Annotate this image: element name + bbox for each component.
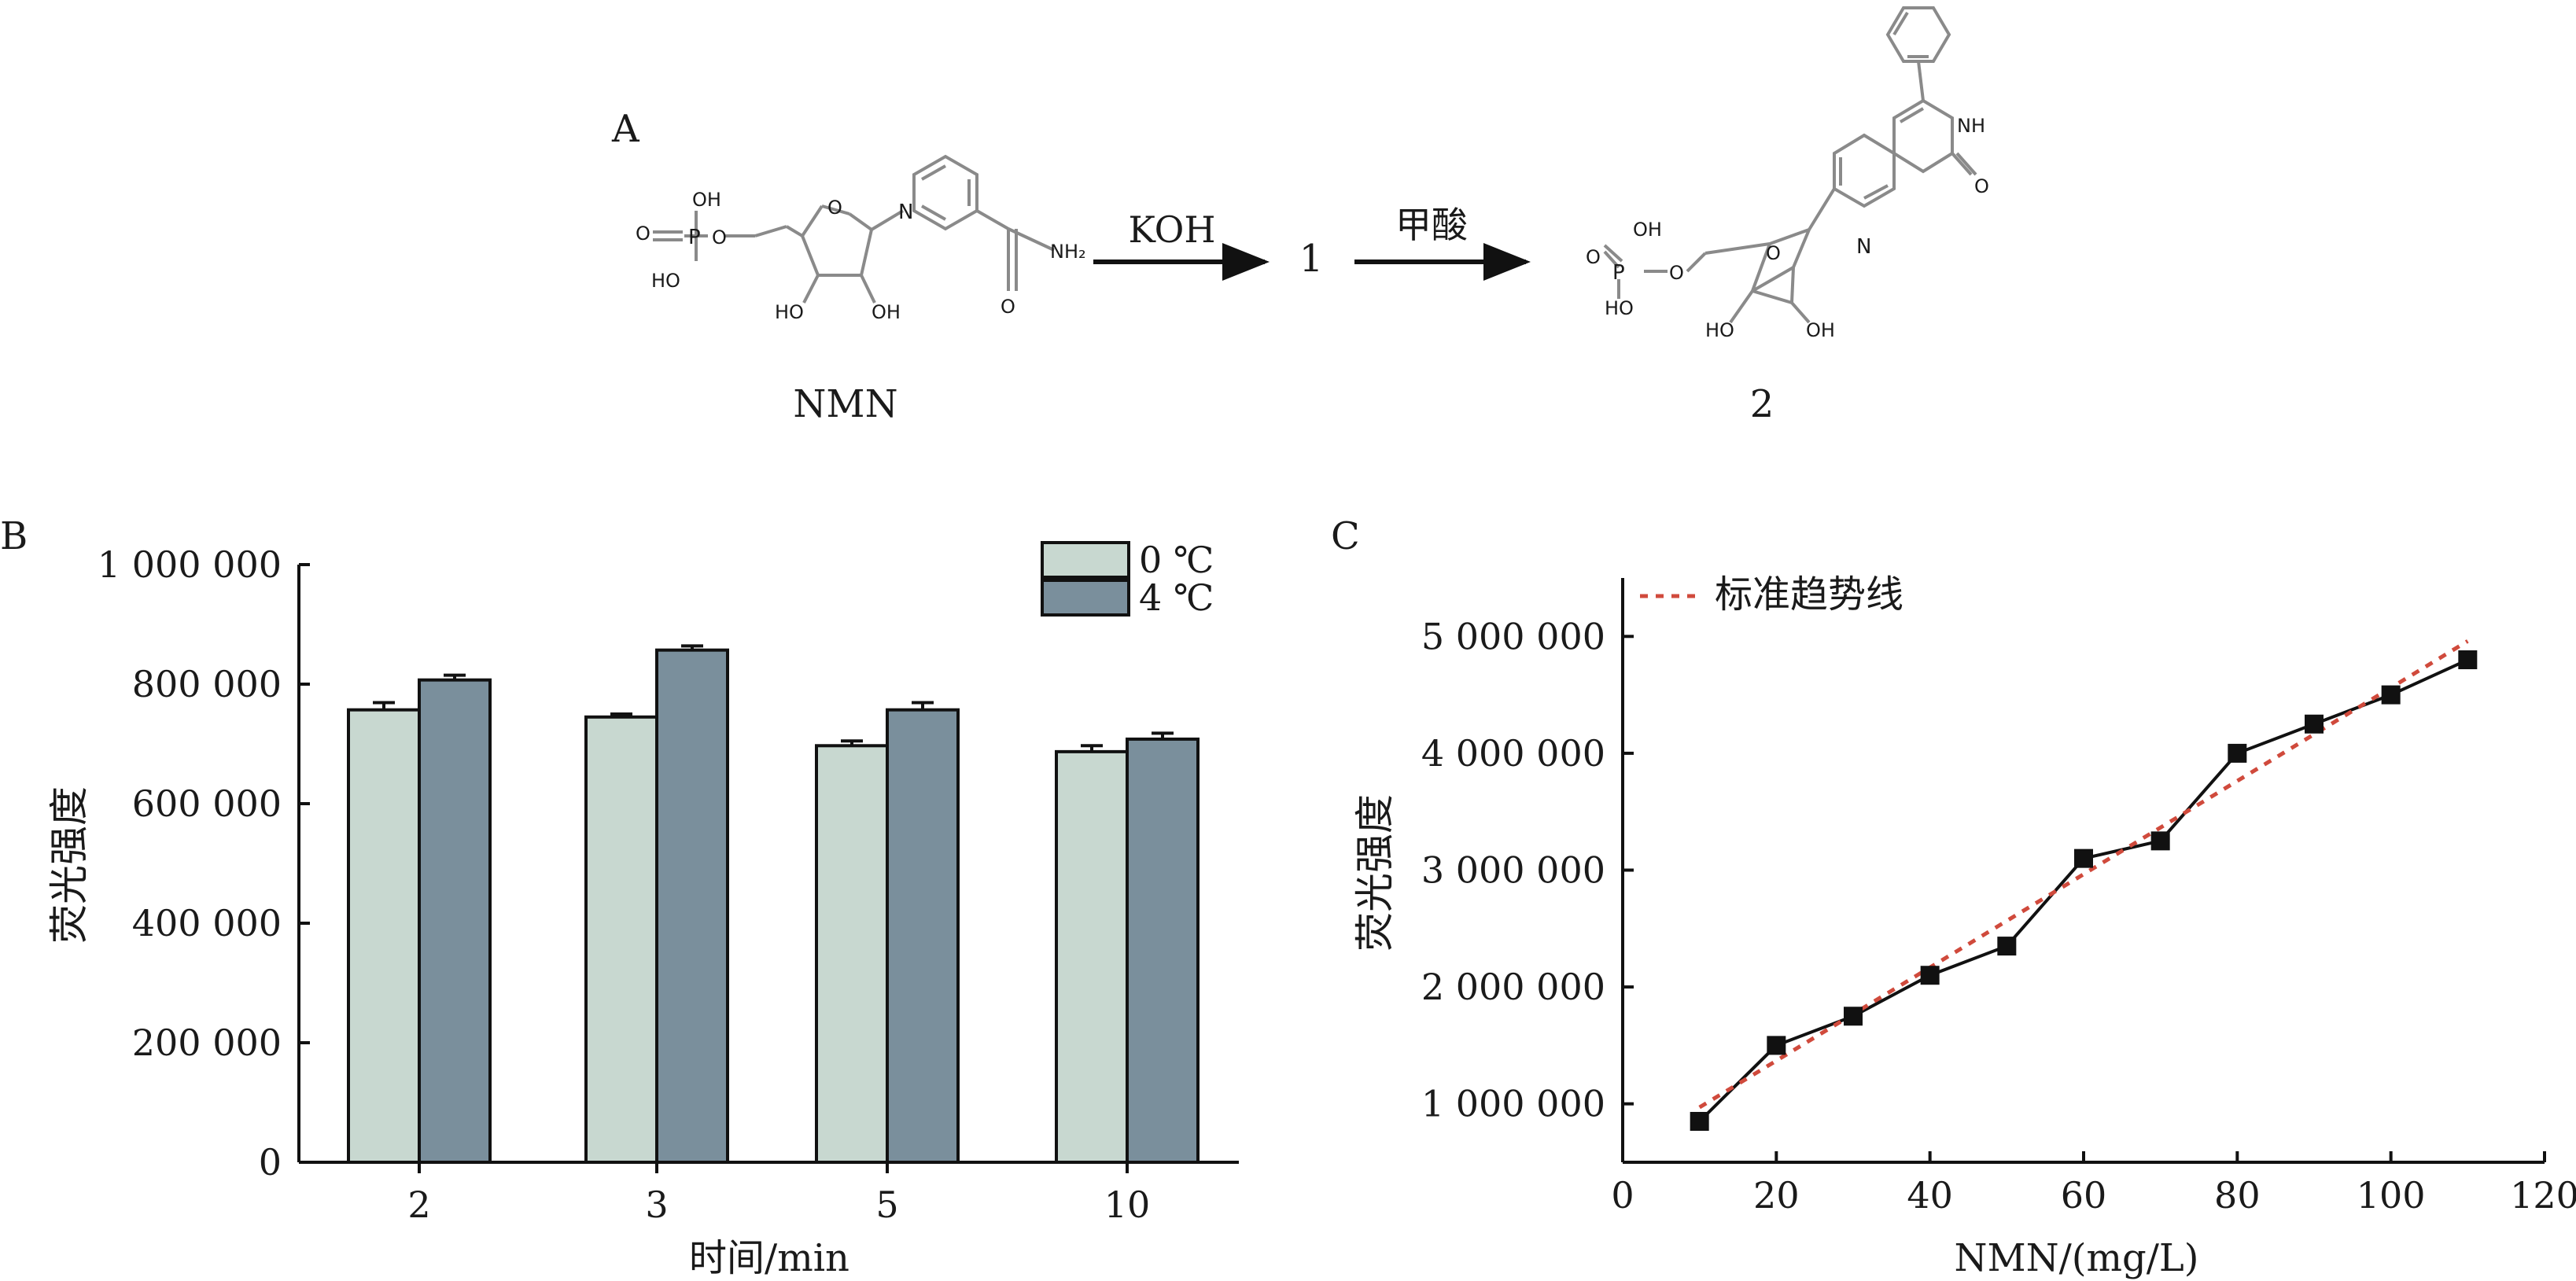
data-point <box>1844 1007 1863 1026</box>
intermediate-label: 1 <box>1299 237 1324 281</box>
atom-label: HO <box>1705 319 1734 341</box>
bar <box>584 715 658 1164</box>
bar <box>418 678 492 1164</box>
atom-label: O <box>636 223 650 245</box>
atom-label: P <box>688 226 701 249</box>
x-tick-label: 0 <box>1611 1174 1634 1217</box>
y-tick-label: 400 000 <box>132 902 282 944</box>
x-tick-label: 100 <box>2357 1174 2426 1217</box>
x-tick-label: 80 <box>2214 1174 2261 1217</box>
x-tick-label: 120 <box>2510 1174 2576 1217</box>
x-tick-label: 5 <box>875 1183 898 1226</box>
atom-label: OH <box>692 189 721 211</box>
legend-swatch <box>1041 579 1130 617</box>
x-tick-label: 10 <box>1104 1183 1151 1226</box>
product-atoms: NH O N O OH O P O HO HO OH <box>1586 115 1989 341</box>
reactant-name: NMN <box>793 382 897 426</box>
y-tick-label: 3 000 000 <box>1421 849 1605 892</box>
atom-label: O <box>712 226 727 248</box>
y-tick-label: 600 000 <box>132 782 282 825</box>
atom-label: O <box>1669 262 1684 284</box>
y-tick-label: 800 000 <box>132 663 282 705</box>
y-tick-label: 0 <box>259 1141 282 1183</box>
data-point <box>2458 650 2478 670</box>
panel-c: C 1 000 000 2 000 000 3 000 000 4 000 000 5 … <box>1331 514 2576 1280</box>
atom-label: P <box>1612 261 1625 285</box>
y-axis-label: 荧光强度 <box>46 786 92 944</box>
atom-label: N <box>898 201 913 224</box>
data-point <box>1767 1036 1786 1055</box>
chart-c: 1 000 000 2 000 000 3 000 000 4 000 000 5 00… <box>1352 572 2576 1280</box>
x-tick-label: 3 <box>645 1183 668 1226</box>
atom-label: HO <box>1605 297 1634 319</box>
atom-label: HO <box>651 270 680 292</box>
data-point <box>1690 1111 1709 1131</box>
atom-label: O <box>1586 246 1601 268</box>
bar <box>655 648 729 1164</box>
chart-b: 0 200 000 400 000 600 000 800 000 1 000 000 2 3… <box>46 539 1239 1280</box>
data-point <box>1920 966 1940 985</box>
data-point <box>2305 714 2324 734</box>
x-axis-label: 时间/min <box>689 1236 849 1280</box>
y-axis-label: 荧光强度 <box>1352 794 1398 952</box>
x-tick-label: 20 <box>1753 1174 1800 1217</box>
product-structure <box>1603 6 1977 324</box>
step1-reagent: KOH <box>1129 208 1216 251</box>
x-tick-label: 40 <box>1907 1174 1953 1217</box>
product-name: 2 <box>1750 382 1774 426</box>
bar <box>347 708 421 1164</box>
panel-label-b: B <box>0 514 28 558</box>
x-tick-label: 2 <box>407 1183 430 1226</box>
x-axis-label: NMN/(mg/L) <box>1954 1236 2198 1280</box>
atom-label: NH₂ <box>1050 241 1086 263</box>
atom-label: OH <box>1806 319 1835 341</box>
data-point <box>2228 743 2247 763</box>
atom-label: HO <box>775 301 804 323</box>
data-point <box>2381 685 2401 705</box>
panel-label-c: C <box>1331 514 1360 558</box>
legend-swatch <box>1041 541 1130 579</box>
atom-label: OH <box>1633 219 1662 241</box>
data-point <box>2150 831 2170 851</box>
step2-reagent: 甲酸 <box>1395 204 1468 246</box>
y-tick-label: 5 000 000 <box>1421 615 1605 657</box>
panel-b: B 0 200 000 400 000 600 000 800 000 1 000 000… <box>0 514 1239 1280</box>
y-tick-label: 1 000 000 <box>98 543 282 586</box>
data-line <box>1698 658 2469 1123</box>
nmn-atoms: OH O P O HO O HO OH N O NH₂ <box>636 189 1086 323</box>
y-tick-label: 200 000 <box>132 1021 282 1064</box>
bar <box>815 744 889 1164</box>
panel-a: A <box>611 6 1989 426</box>
bar <box>886 708 960 1164</box>
atom-label: O <box>1001 296 1015 318</box>
bar <box>1055 749 1129 1164</box>
atom-label: NH <box>1957 115 1985 137</box>
legend-label: 4 ℃ <box>1139 576 1214 619</box>
atom-label: O <box>827 197 842 219</box>
x-tick-label: 60 <box>2061 1174 2107 1217</box>
y-tick-label: 1 000 000 <box>1421 1083 1605 1125</box>
data-point <box>1997 937 2017 956</box>
bar <box>1126 737 1200 1164</box>
y-tick-label: 2 000 000 <box>1421 966 1605 1008</box>
legend-label: 0 ℃ <box>1139 539 1214 581</box>
nmn-structure <box>653 154 1055 304</box>
data-point <box>2074 848 2093 868</box>
y-tick-label: 4 000 000 <box>1421 732 1605 775</box>
panel-label-a: A <box>611 107 640 151</box>
atom-label: OH <box>872 301 901 323</box>
atom-label: N <box>1856 235 1871 259</box>
legend-label: 标准趋势线 <box>1715 572 1903 617</box>
atom-label: O <box>1766 242 1781 264</box>
atom-label: O <box>1974 175 1989 197</box>
